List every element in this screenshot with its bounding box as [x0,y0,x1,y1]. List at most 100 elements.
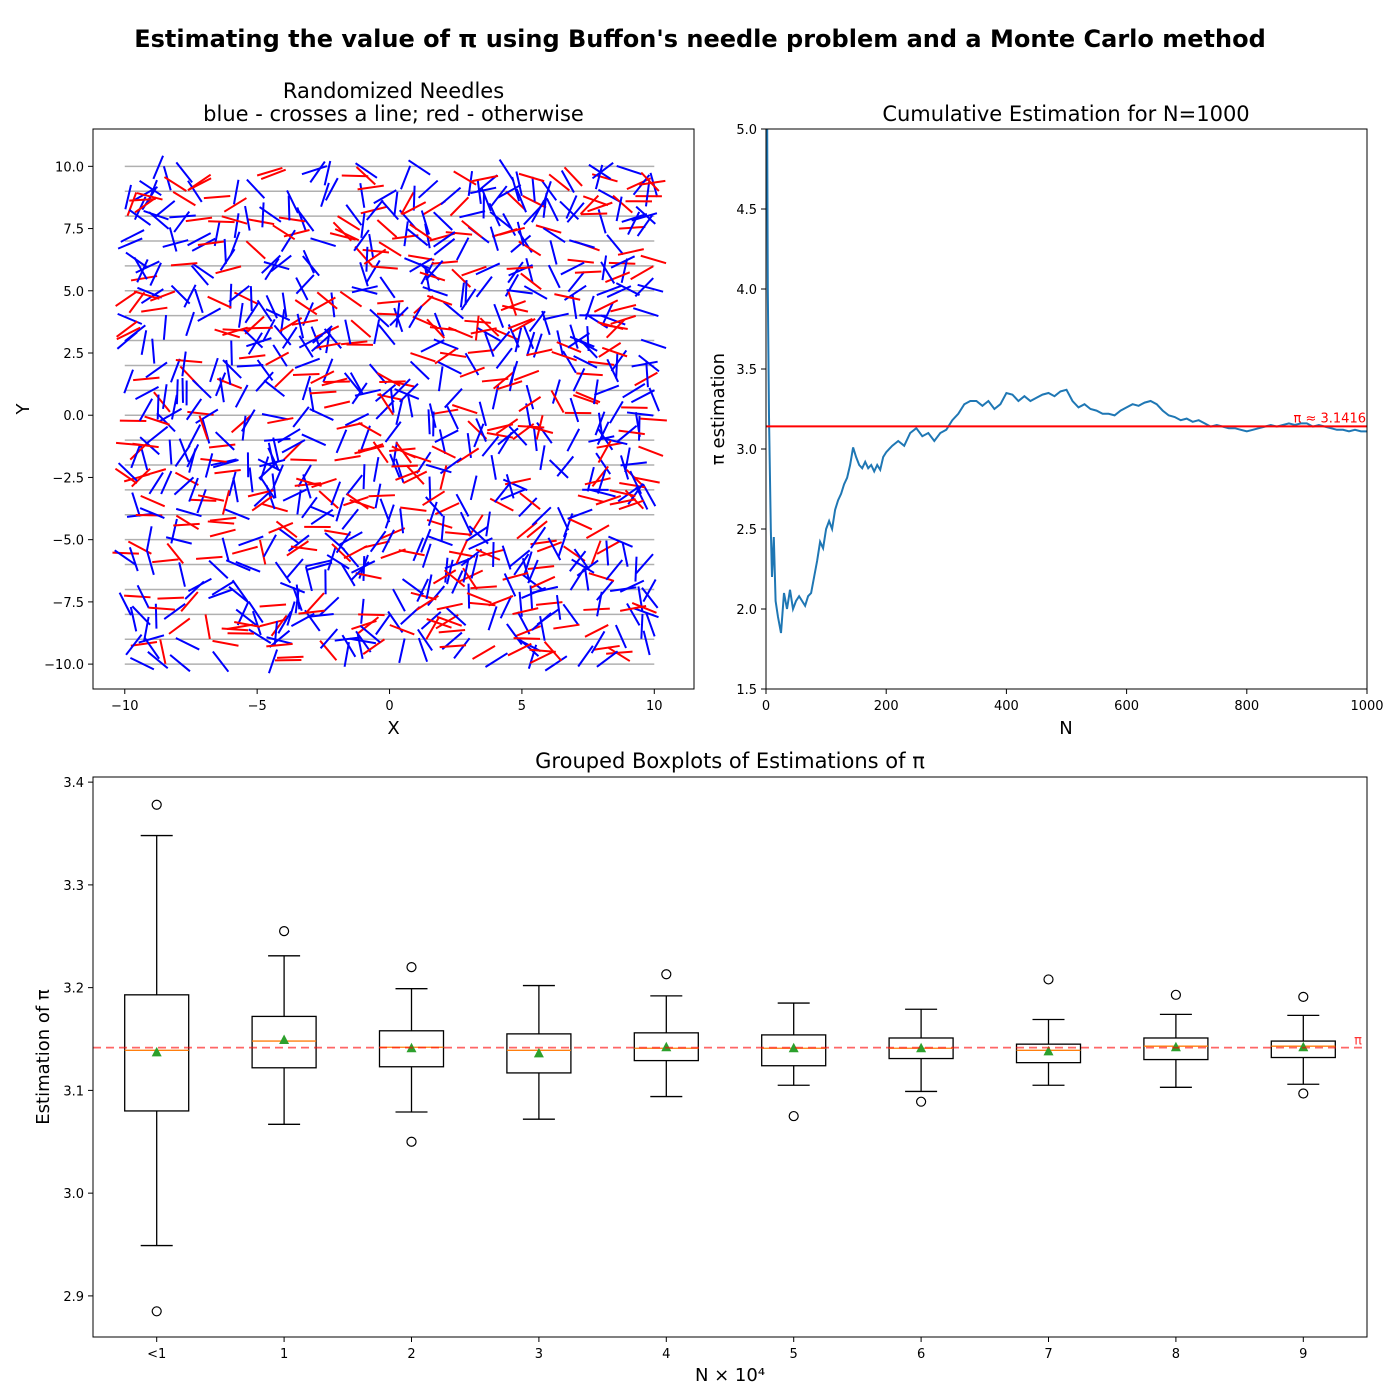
needle [493,303,505,328]
needle [409,223,432,240]
needle [619,604,647,612]
needle [365,199,384,221]
needle [307,613,334,618]
cumulative-panel: Cumulative Estimation for N=1000 π ≈ 3.1… [708,102,1384,739]
needle [606,650,633,655]
needle [473,423,485,448]
needle [339,290,363,308]
needle [395,469,421,481]
y-tick-label: 5.0 [63,285,84,300]
needle [145,526,153,551]
needle [373,319,381,345]
needle [297,210,315,232]
cumulative-axes-frame [765,128,1368,690]
needle [354,162,378,179]
needle [580,212,608,216]
box-body [378,1030,445,1068]
flier [661,969,672,980]
x-tick-label: 400 [994,699,1019,714]
needle [422,490,446,507]
needle [226,623,254,631]
needle [256,166,283,177]
mean-marker [279,1034,290,1045]
box-body [124,994,190,1112]
needle [309,390,337,395]
needle [236,601,250,626]
needle [471,174,499,183]
needle [510,234,532,253]
needle [470,327,497,335]
needle [509,549,531,568]
box-5 [761,1002,827,1122]
needle [204,614,211,640]
needle [160,470,173,495]
needle [277,527,300,545]
needle [495,347,513,369]
needle [334,228,360,242]
needle [395,400,404,425]
needle [542,312,569,321]
needle [469,475,478,501]
needle [247,218,275,226]
needle [410,352,436,363]
needle [123,369,134,394]
needle [405,464,425,485]
flier [1298,991,1309,1002]
needle [309,161,326,183]
needle [175,507,202,518]
flier [151,1306,162,1317]
needle [203,195,231,200]
needle [346,493,369,510]
needle [582,195,609,207]
needle [406,392,414,418]
needle [146,425,169,444]
needle [323,328,342,349]
needle [389,306,409,327]
needle [302,249,315,274]
needle [467,171,474,196]
needle [425,574,433,600]
needle [204,453,214,478]
needle [162,384,168,410]
needle [301,433,327,447]
needle [236,364,264,368]
needle [168,227,178,252]
needle [148,472,164,495]
needle [648,387,660,412]
needles-axes-frame [92,128,695,690]
needle [322,358,334,383]
box-body [761,1034,827,1067]
x-tick-label: 2 [407,1347,415,1362]
needle [318,490,339,510]
needle [292,372,320,376]
needle [499,595,513,619]
needle [139,179,162,197]
needle [437,361,462,375]
needle [136,584,150,609]
needle [263,261,290,271]
needle [354,445,381,455]
needle [349,637,377,645]
needle [513,637,541,640]
y-tick-label: 3.5 [736,363,757,378]
needle [263,379,286,398]
needle [437,366,444,392]
needle [462,557,470,583]
needle [295,274,315,295]
needle [186,444,200,468]
needle [398,638,406,664]
needle [133,290,160,300]
needle [417,637,429,663]
needle [578,338,598,359]
needle [157,596,184,600]
needle [350,561,370,581]
needle [294,588,300,614]
needle [196,555,223,560]
needle [645,362,649,388]
needle [375,613,392,636]
box-9 [1270,991,1336,1099]
needle [605,271,631,283]
needle [115,290,138,307]
needle [178,438,190,463]
needle [393,191,399,217]
